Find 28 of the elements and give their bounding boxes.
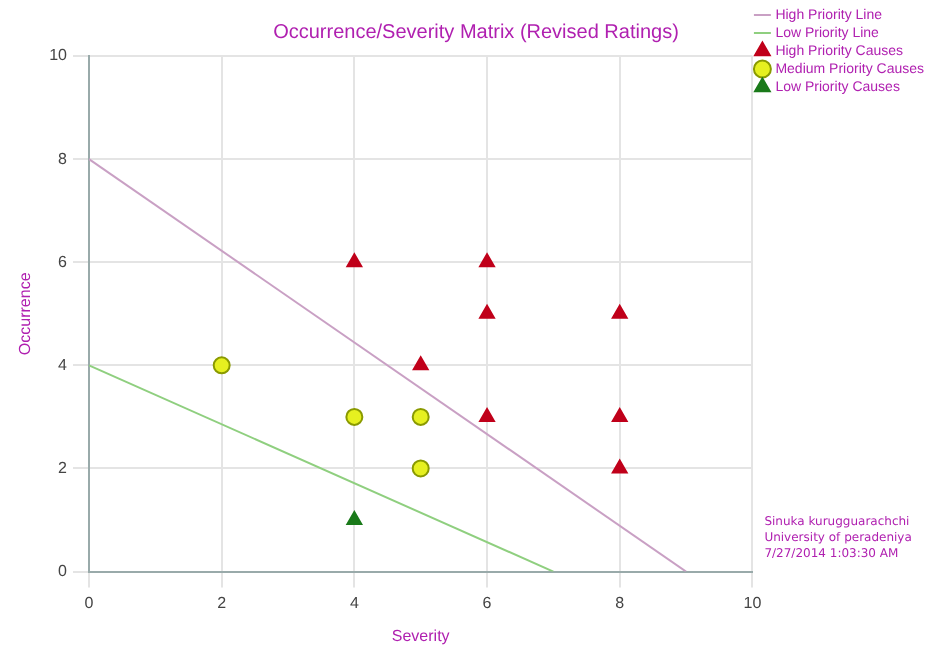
x-tick-label: 4 [349, 593, 360, 612]
x-tick-label: 6 [482, 593, 493, 612]
y-axis-title: Occurrence [16, 271, 35, 356]
y-tick-label: 6 [58, 252, 69, 271]
point [346, 253, 363, 268]
y-tick-label: 10 [49, 46, 69, 65]
point [611, 459, 628, 474]
point [412, 356, 429, 371]
y-tick-label: 8 [58, 149, 69, 168]
y-tick-label: 2 [58, 458, 69, 477]
point [479, 304, 495, 319]
point [611, 304, 628, 319]
point [411, 459, 430, 478]
point [345, 407, 364, 426]
x-tick-label: 2 [217, 593, 228, 612]
x-tick-label: 0 [84, 593, 95, 612]
y-tick-label: 0 [58, 562, 69, 581]
point [611, 407, 628, 422]
point [479, 253, 495, 268]
x-tick-label: 10 [743, 593, 763, 612]
point [479, 407, 495, 422]
chart-title: Occurrence/Severity Matrix (Revised Ratings) [273, 21, 679, 44]
point [411, 407, 430, 426]
x-axis-title: Severity [391, 626, 450, 645]
point [212, 356, 231, 375]
x-tick-label: 8 [615, 593, 626, 612]
point [346, 511, 363, 526]
y-tick-label: 4 [58, 355, 69, 374]
